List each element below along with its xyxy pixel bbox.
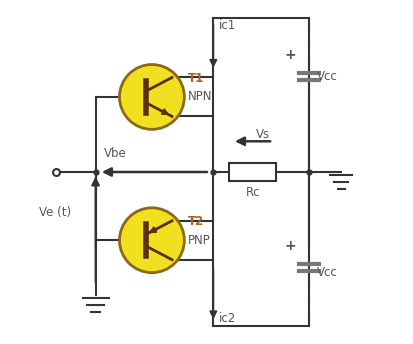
- Text: NPN: NPN: [188, 90, 212, 103]
- Text: Rc: Rc: [246, 186, 260, 199]
- Text: Vbe: Vbe: [104, 147, 127, 160]
- Text: ic1: ic1: [218, 19, 236, 32]
- Text: T1: T1: [188, 72, 204, 85]
- Text: Vs: Vs: [256, 128, 270, 141]
- Circle shape: [119, 65, 184, 129]
- Text: Vcc: Vcc: [318, 266, 338, 279]
- Text: T2: T2: [188, 215, 204, 228]
- Circle shape: [119, 208, 184, 273]
- Text: +: +: [285, 239, 297, 254]
- Text: PNP: PNP: [188, 234, 211, 247]
- Text: Ve (t): Ve (t): [39, 206, 71, 219]
- Bar: [229, 163, 276, 181]
- Text: Vcc: Vcc: [318, 70, 338, 83]
- Text: +: +: [285, 49, 297, 62]
- Text: ic2: ic2: [218, 312, 236, 325]
